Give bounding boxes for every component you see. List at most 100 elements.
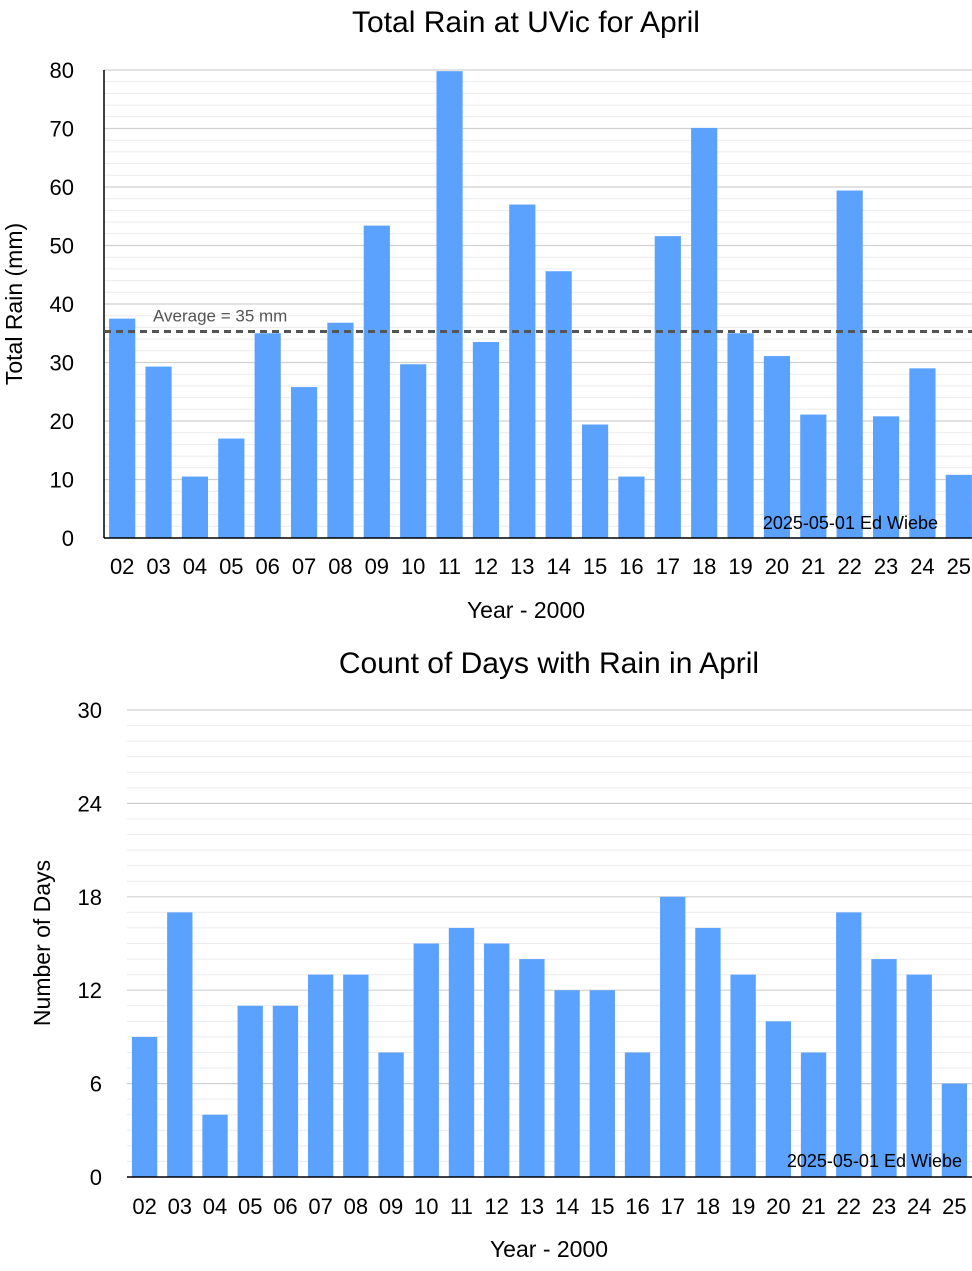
y-tick-label: 30 [78,698,102,723]
y-tick-labels: 0 6 12 18 24 30 [78,698,102,1190]
bar-15 [581,424,609,538]
bar-13 [509,204,536,539]
bar-12 [484,943,510,1177]
total-rain-chart: Total Rain at UVic for April Year - 2000… [1,6,972,623]
bar-25 [941,1083,968,1177]
bar-12 [472,342,500,538]
y-tick-label: 60 [50,175,74,200]
average-label: Average = 35 mm [153,306,287,325]
bar-20 [765,1021,792,1177]
bar-23 [871,959,897,1177]
bar-22 [836,912,862,1177]
x-tick-label: 12 [474,554,498,579]
x-tick-label: 03 [168,1194,192,1219]
x-tick-label: 12 [484,1194,508,1219]
x-tick-label: 24 [910,554,934,579]
bar-23 [872,416,900,538]
x-tick-label: 23 [872,1194,896,1219]
x-axis-title: Year - 2000 [490,1236,608,1262]
x-tick-labels: 02 03 04 05 06 07 08 09 10 11 12 13 14 15 16 17 18 19 20 21… [132,1194,966,1219]
bar-13 [519,959,545,1177]
y-tick-label: 30 [50,351,74,376]
bar-07 [307,974,334,1177]
x-tick-label: 14 [555,1194,579,1219]
x-tick-label: 18 [692,554,716,579]
y-tick-label: 18 [78,885,102,910]
y-tick-label: 12 [78,978,102,1003]
x-tick-label: 25 [947,554,971,579]
x-tick-label: 21 [801,1194,825,1219]
x-tick-label: 16 [625,1194,649,1219]
x-tick-label: 08 [344,1194,368,1219]
minor-gridlines [104,81,972,527]
bar-02 [109,318,136,538]
bar-14 [545,271,572,538]
x-tick-label: 06 [255,554,279,579]
x-tick-labels: 02 03 04 05 06 07 08 09 10 11 12 13 14 15 16 17 18 19 20 21… [110,554,971,579]
x-tick-label: 02 [110,554,134,579]
x-axis-title: Year - 2000 [467,597,585,623]
y-tick-label: 20 [50,409,74,434]
bar-11 [436,71,463,539]
x-tick-label: 25 [942,1194,966,1219]
x-tick-label: 09 [365,554,389,579]
bar-21 [800,414,827,538]
x-tick-label: 04 [203,1194,227,1219]
x-tick-label: 07 [292,554,316,579]
bar-08 [327,322,354,538]
x-tick-label: 18 [696,1194,720,1219]
chart-title: Total Rain at UVic for April [352,6,700,39]
x-tick-label: 22 [837,554,861,579]
x-tick-label: 13 [520,1194,544,1219]
minor-gridlines [127,725,972,1162]
y-tick-label: 40 [50,292,74,317]
y-axis-title: Total Rain (mm) [1,223,27,385]
y-tick-labels: 0 10 20 30 40 50 60 70 80 [50,58,74,551]
bar-09 [363,225,390,539]
x-tick-label: 03 [146,554,170,579]
bar-03 [167,912,193,1177]
y-tick-label: 10 [50,468,74,493]
bar-16 [618,476,645,538]
bar-20 [763,356,791,538]
x-tick-label: 17 [660,1194,684,1219]
bar-06 [254,333,281,538]
x-tick-label: 22 [837,1194,861,1219]
bar-21 [800,1052,827,1177]
bar-19 [730,974,756,1177]
bar-05 [218,438,245,538]
bar-24 [909,368,936,538]
x-tick-label: 09 [379,1194,403,1219]
credit-annotation: 2025-05-01 Ed Wiebe [763,513,938,533]
axes [103,70,972,539]
bar-18 [695,927,721,1177]
bar-17 [660,896,686,1177]
y-tick-label: 50 [50,234,74,259]
bar-10 [413,943,439,1177]
x-tick-label: 23 [874,554,898,579]
bar-15 [589,990,615,1177]
x-tick-label: 14 [546,554,570,579]
bars [109,71,972,539]
x-tick-label: 10 [401,554,425,579]
bar-09 [378,1052,404,1177]
x-tick-label: 19 [728,554,752,579]
bar-03 [145,366,172,538]
bar-04 [181,476,209,538]
bar-08 [343,974,369,1177]
x-tick-label: 15 [590,1194,614,1219]
major-gridlines [127,709,972,1085]
credit-annotation: 2025-05-01 Ed Wiebe [787,1151,962,1171]
x-tick-label: 16 [619,554,643,579]
x-tick-label: 05 [219,554,243,579]
x-tick-label: 11 [438,554,461,579]
x-tick-label: 06 [273,1194,297,1219]
x-tick-label: 20 [765,554,789,579]
y-axis-title: Number of Days [29,860,55,1026]
x-tick-label: 20 [766,1194,790,1219]
bar-04 [202,1114,228,1177]
x-tick-label: 04 [183,554,207,579]
x-tick-label: 24 [907,1194,931,1219]
bar-11 [448,927,475,1177]
